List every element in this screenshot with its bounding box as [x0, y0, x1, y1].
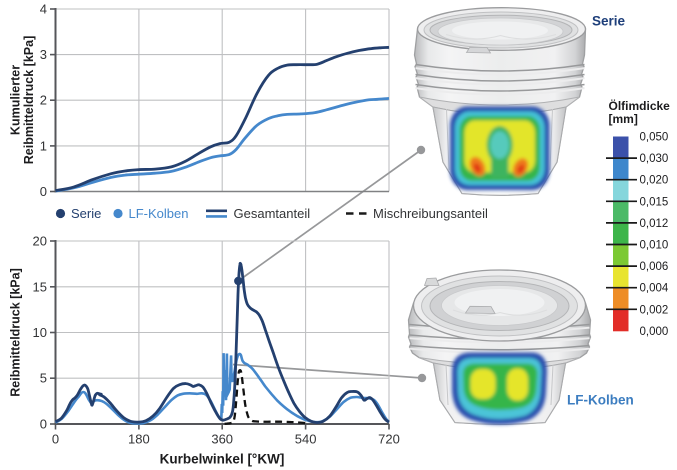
svg-text:0,010: 0,010 [640, 240, 669, 252]
svg-text:15: 15 [33, 279, 47, 294]
svg-text:Gesamtanteil: Gesamtanteil [234, 206, 311, 221]
svg-text:Mischreibungsanteil: Mischreibungsanteil [373, 206, 488, 221]
svg-text:Kurbelwinkel [°KW]: Kurbelwinkel [°KW] [160, 452, 285, 467]
svg-text:0,015: 0,015 [640, 196, 669, 208]
svg-text:0,050: 0,050 [640, 132, 669, 144]
svg-text:0: 0 [40, 417, 47, 432]
svg-text:540: 540 [295, 432, 317, 447]
svg-text:LF-Kolben: LF-Kolben [567, 393, 634, 408]
svg-text:0,012: 0,012 [640, 218, 669, 230]
svg-text:2: 2 [40, 93, 47, 108]
svg-text:0,000: 0,000 [640, 326, 669, 338]
svg-text:Serie: Serie [592, 14, 626, 29]
svg-text:0,030: 0,030 [640, 153, 669, 165]
svg-text:10: 10 [33, 325, 47, 340]
svg-text:0: 0 [40, 184, 47, 199]
svg-text:0,020: 0,020 [640, 175, 669, 187]
svg-text:0,004: 0,004 [640, 283, 669, 295]
svg-text:0,002: 0,002 [640, 304, 669, 316]
svg-text:720: 720 [378, 432, 400, 447]
svg-text:3: 3 [40, 47, 47, 62]
svg-text:360: 360 [211, 432, 233, 447]
svg-text:0,006: 0,006 [640, 261, 669, 273]
svg-text:20: 20 [33, 234, 47, 249]
svg-text:Kumulierter: Kumulierter [9, 65, 23, 135]
svg-text:1: 1 [40, 138, 47, 153]
svg-text:[mm]: [mm] [609, 112, 638, 126]
svg-text:4: 4 [40, 2, 47, 17]
svg-text:180: 180 [128, 432, 150, 447]
svg-text:Reibmitteldruck [kPa]: Reibmitteldruck [kPa] [22, 36, 36, 165]
svg-text:Ölfimdicke: Ölfimdicke [609, 98, 671, 113]
svg-text:5: 5 [40, 371, 47, 386]
svg-text:LF-Kolben: LF-Kolben [129, 206, 189, 221]
svg-text:Serie: Serie [71, 206, 101, 221]
svg-text:0: 0 [52, 432, 59, 447]
svg-text:Reibmitteldruck [kPa]: Reibmitteldruck [kPa] [9, 268, 23, 397]
